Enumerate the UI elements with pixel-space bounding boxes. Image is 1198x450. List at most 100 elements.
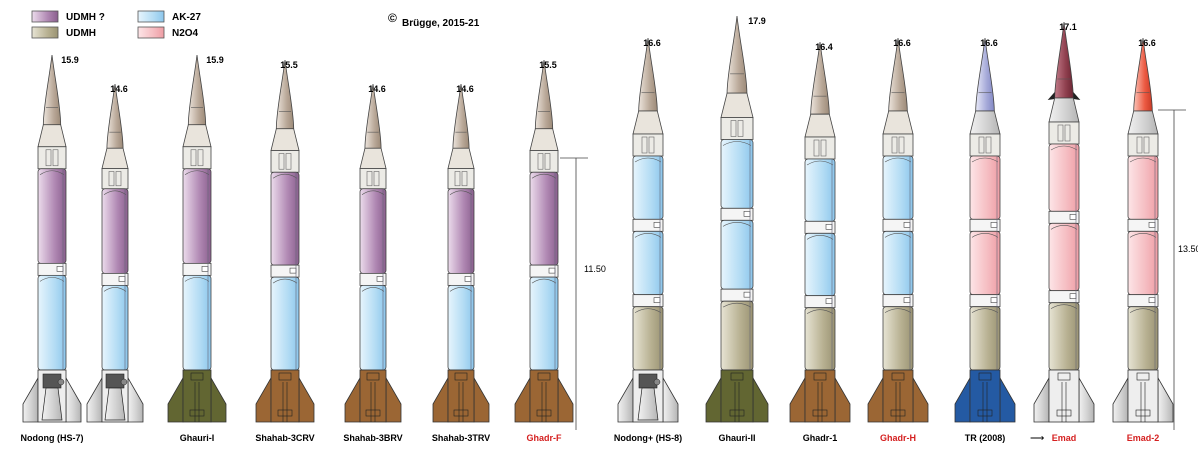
rocket-length-label: 14.6: [368, 84, 386, 94]
copyright-symbol: ©: [388, 11, 397, 25]
dimension-right: 13.50: [1158, 109, 1198, 430]
rocket-fin-left: [789, 376, 806, 423]
rocket-tank-dome: [806, 309, 834, 314]
rocket-tail-panel: [189, 409, 205, 417]
rocket-tank-dome: [361, 190, 385, 196]
rocket-fin-left: [86, 376, 103, 423]
rocket-tank-blue: [359, 284, 387, 371]
legend-swatch-pink: [137, 26, 165, 39]
rocket-engine-bay: [529, 369, 559, 423]
rocket-hatch-right: [373, 171, 380, 187]
rocket-fin-left: [167, 376, 184, 423]
rocket-adapter: [804, 113, 836, 138]
rocket-11: [867, 37, 929, 423]
rocket-tank-dome: [1129, 233, 1157, 238]
rocket-hatch-right: [544, 153, 551, 170]
rocket-tail-panel: [812, 409, 828, 417]
rocket-tail-hatch: [813, 372, 827, 381]
rocket-fin-right: [557, 376, 574, 423]
rocket-nose-cone: [275, 59, 295, 130]
rocket-hatch-right: [115, 171, 122, 187]
rocket-tail-hatch: [1057, 372, 1071, 381]
rocket-name-label: Ghauri-II: [718, 433, 755, 443]
rocket-tank-blue: [270, 276, 300, 371]
rocket-fin-right: [999, 376, 1016, 423]
rocket-name-label: Shahab-3TRV: [432, 433, 490, 443]
rocket-tank-dome: [103, 190, 127, 196]
rocket-engine-turbine: [57, 378, 65, 386]
rocket-14: [1112, 37, 1174, 423]
rocket-name-label: Ghadr-F: [527, 433, 563, 443]
rocket-tail-panel: [977, 409, 993, 417]
rocket-length-label: 16.6: [1138, 38, 1156, 48]
rocket-nose-cone: [1054, 21, 1074, 99]
rocket-port: [743, 211, 751, 217]
rocket-tank-purple: [447, 188, 475, 274]
rocket-tail-hatch: [454, 372, 468, 381]
legend-label-udmh: UDMH: [66, 28, 96, 39]
rocket-tank-dome: [806, 160, 834, 166]
rocket-adapter: [720, 92, 754, 118]
rocket-hatch-right: [52, 149, 59, 167]
copyright-text: Brügge, 2015-21: [402, 18, 480, 29]
rocket-hatch-left: [278, 153, 285, 170]
rocket-tank-tan: [804, 307, 836, 371]
rocket-tank-dome: [39, 170, 65, 175]
rocket-tank-dome: [722, 222, 752, 227]
rocket-tail-panel: [729, 409, 745, 417]
rocket-tank-dome: [272, 278, 298, 284]
rocket-hatch-left: [978, 136, 985, 154]
rocket-port: [1148, 222, 1156, 228]
rocket-port: [903, 297, 911, 303]
rocket-fin-left: [867, 376, 884, 423]
rocket-tank-blue: [882, 230, 914, 296]
rocket-nose-cone: [726, 15, 748, 94]
rocket-length-label: 16.4: [815, 42, 833, 52]
rocket-4: [255, 59, 315, 423]
rocket-equipment-bay: [882, 133, 914, 157]
rocket-tank-dome: [722, 302, 752, 308]
rocket-tail-hatch: [891, 372, 905, 381]
rocket-hatch-left: [813, 139, 820, 157]
rocket-5: [344, 83, 402, 423]
legend-swatch-purple: [31, 10, 59, 23]
rocket-hatch-left: [537, 153, 544, 170]
legend-label-n2o4: N2O4: [172, 28, 199, 39]
legend: UDMH ? UDMH AK-27 N2O4: [31, 10, 201, 39]
rocket-tank-dome: [634, 157, 662, 163]
rocket-13: [1033, 21, 1095, 423]
legend-label-ak27: AK-27: [172, 12, 201, 23]
rocket-fin-left: [705, 376, 722, 423]
rocket-hatch-left: [891, 136, 898, 154]
rocket-port: [1069, 214, 1077, 220]
rocket-hatch-left: [190, 149, 197, 167]
rocket-tank-dome: [184, 170, 210, 175]
rocket-port: [1069, 293, 1077, 299]
rocket-tank-dome: [1050, 304, 1078, 309]
rocket-12: [954, 37, 1016, 423]
rocket-fin-right: [834, 376, 851, 423]
rocket-engine-bay: [720, 369, 754, 423]
rocket-hatch-right: [648, 136, 655, 154]
rocket-hatch-left: [108, 171, 115, 187]
rocket-tank-pink: [969, 155, 1001, 220]
rocket-nose-cone: [638, 37, 658, 112]
rocket-fin-right: [1078, 376, 1095, 423]
rocket-tail-hatch: [278, 372, 292, 381]
rocket-tank-dome: [1050, 145, 1078, 151]
rocket-canard-right: [1073, 92, 1081, 100]
rocket-tail-hatch: [537, 372, 551, 381]
rocket-nose-cone: [534, 59, 554, 130]
rocket-tank-purple: [182, 168, 212, 264]
rocket-name-label: Shahab-3CRV: [255, 433, 314, 443]
rocket-hatch-left: [730, 120, 737, 137]
rocket-fin-left: [344, 376, 361, 423]
rocket-tank-blue: [182, 274, 212, 371]
rocket-tail-panel: [453, 409, 469, 417]
rocket-port: [990, 297, 998, 303]
rocket-fin-right: [1157, 376, 1174, 423]
rocket-port: [743, 291, 751, 298]
rocket-name-label: TR (2008): [965, 433, 1006, 443]
rocket-length-label: 14.6: [456, 84, 474, 94]
rocket-length-label: 14.6: [110, 84, 128, 94]
